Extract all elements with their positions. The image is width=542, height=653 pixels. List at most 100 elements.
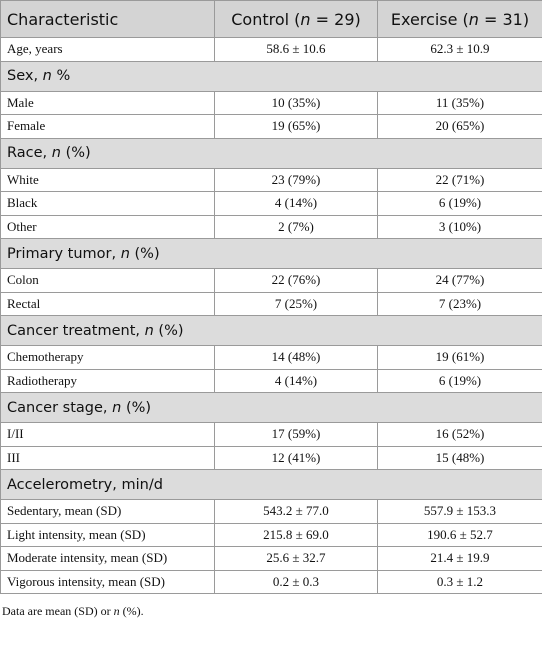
value-cell: 215.8 ± 69.0 [214, 522, 378, 547]
value-cell: 19 (65%) [214, 114, 378, 139]
section-cell: Primary tumor, n (%) [0, 238, 542, 269]
value-cell: 6 (19%) [377, 191, 542, 216]
value-cell: 25.6 ± 32.7 [214, 546, 378, 571]
value-cell: 4 (14%) [214, 191, 378, 216]
label-cell: Other [0, 214, 215, 239]
label-cell: White [0, 167, 215, 192]
label-cell: III [0, 445, 215, 470]
data-row: Sedentary, mean (SD) 543.2 ± 77.0 557.9 ± … [0, 499, 542, 524]
value-cell: 543.2 ± 77.0 [214, 499, 378, 524]
data-row: Other 2 (7%) 3 (10%) [0, 214, 542, 239]
text: Characteristic [7, 9, 119, 29]
value-cell: 10 (35%) [214, 90, 378, 115]
data-row: I/II 17 (59%) 16 (52%) [0, 422, 542, 447]
italic-text: n [300, 9, 311, 29]
text: = 29) [310, 9, 361, 29]
value-cell: 62.3 ± 10.9 [377, 37, 542, 62]
table-head: Characteristic Control (n = 29) Exercise (… [0, 0, 542, 38]
value-cell: 21.4 ± 19.9 [377, 546, 542, 571]
value-cell: 58.6 ± 10.6 [214, 37, 378, 62]
italic-text: n [120, 245, 130, 262]
text: (%) [129, 245, 160, 262]
label-cell: Colon [0, 268, 215, 293]
header-cell: Characteristic [0, 0, 215, 38]
data-row: Colon 22 (76%) 24 (77%) [0, 268, 542, 293]
italic-text: n [42, 68, 52, 84]
text: % [51, 68, 71, 84]
value-cell: 22 (71%) [377, 167, 542, 192]
text: Cancer treatment, [7, 322, 145, 339]
label-cell: Rectal [0, 291, 215, 316]
value-cell: 0.3 ± 1.2 [377, 569, 542, 594]
data-row: Light intensity, mean (SD) 215.8 ± 69.0 19… [0, 522, 542, 547]
data-table: Characteristic Control (n = 29) Exercise (… [0, 0, 542, 594]
label-cell: Vigorous intensity, mean (SD) [0, 569, 215, 594]
data-row: Vigorous intensity, mean (SD) 0.2 ± 0.3 0.… [0, 569, 542, 594]
value-cell: 23 (79%) [214, 167, 378, 192]
text: Control ( [231, 9, 301, 29]
section-row: Cancer treatment, n (%) [0, 315, 542, 346]
value-cell: 19 (61%) [377, 345, 542, 370]
value-cell: 0.2 ± 0.3 [214, 569, 378, 594]
text: (%) [121, 399, 152, 416]
label-cell: Moderate intensity, mean (SD) [0, 546, 215, 571]
data-row: Male 10 (35%) 11 (35%) [0, 90, 542, 115]
header-cell: Control (n = 29) [214, 0, 378, 38]
text: Data are mean (SD) or [2, 604, 114, 618]
header-row: Characteristic Control (n = 29) Exercise (… [0, 0, 542, 38]
value-cell: 22 (76%) [214, 268, 378, 293]
section-row: Accelerometry, min/d [0, 469, 542, 500]
italic-text: n [144, 322, 154, 339]
label-cell: I/II [0, 422, 215, 447]
section-row: Primary tumor, n (%) [0, 238, 542, 269]
data-row: Rectal 7 (25%) 7 (23%) [0, 291, 542, 316]
italic-text: n [113, 604, 120, 618]
text: Cancer stage, [7, 399, 113, 416]
data-row: Radiotherapy 4 (14%) 6 (19%) [0, 368, 542, 393]
italic-text: n [112, 399, 122, 416]
label-cell: Radiotherapy [0, 368, 215, 393]
value-cell: 12 (41%) [214, 445, 378, 470]
label-cell: Sedentary, mean (SD) [0, 499, 215, 524]
data-row: Female 19 (65%) 20 (65%) [0, 114, 542, 139]
value-cell: 7 (25%) [214, 291, 378, 316]
table-body: Age, years 58.6 ± 10.6 62.3 ± 10.9 Sex, n %… [0, 37, 542, 594]
data-row: Black 4 (14%) 6 (19%) [0, 191, 542, 216]
label-cell: Age, years [0, 37, 215, 62]
label-cell: Male [0, 90, 215, 115]
data-row: White 23 (79%) 22 (71%) [0, 167, 542, 192]
value-cell: 16 (52%) [377, 422, 542, 447]
data-row: Chemotherapy 14 (48%) 19 (61%) [0, 345, 542, 370]
value-cell: 190.6 ± 52.7 [377, 522, 542, 547]
value-cell: 557.9 ± 153.3 [377, 499, 542, 524]
label-cell: Chemotherapy [0, 345, 215, 370]
header-cell: Exercise (n = 31) [377, 0, 542, 38]
text: Primary tumor, [7, 245, 121, 262]
text: Sex, [7, 68, 43, 84]
value-cell: 3 (10%) [377, 214, 542, 239]
value-cell: 11 (35%) [377, 90, 542, 115]
value-cell: 7 (23%) [377, 291, 542, 316]
data-row: Moderate intensity, mean (SD) 25.6 ± 32.7… [0, 546, 542, 571]
section-cell: Sex, n % [0, 60, 542, 92]
value-cell: 2 (7%) [214, 214, 378, 239]
italic-text: n [468, 9, 479, 29]
text: (%) [153, 322, 184, 339]
value-cell: 20 (65%) [377, 114, 542, 139]
value-cell: 15 (48%) [377, 445, 542, 470]
label-cell: Light intensity, mean (SD) [0, 522, 215, 547]
label-cell: Black [0, 191, 215, 216]
value-cell: 4 (14%) [214, 368, 378, 393]
section-row: Race, n (%) [0, 137, 542, 169]
data-row: Age, years 58.6 ± 10.6 62.3 ± 10.9 [0, 37, 542, 62]
value-cell: 17 (59%) [214, 422, 378, 447]
footnote: Data are mean (SD) or n (%). [2, 604, 542, 619]
italic-text: n [51, 145, 61, 161]
data-row: III 12 (41%) 15 (48%) [0, 445, 542, 470]
value-cell: 14 (48%) [214, 345, 378, 370]
section-cell: Cancer stage, n (%) [0, 392, 542, 423]
section-row: Sex, n % [0, 60, 542, 92]
text: = 31) [478, 9, 530, 29]
